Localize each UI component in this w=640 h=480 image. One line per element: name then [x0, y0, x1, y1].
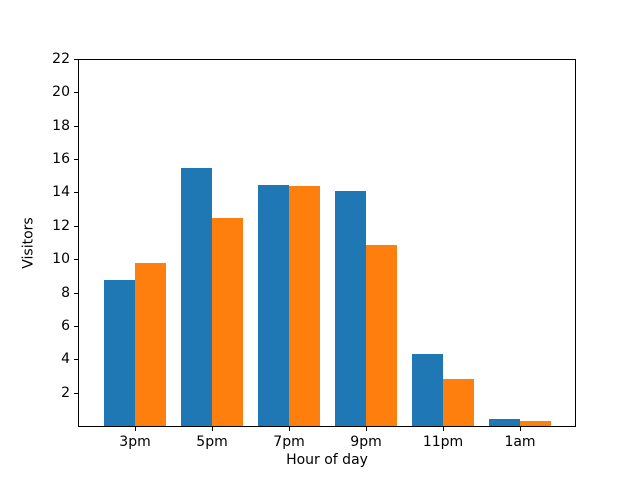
y-tick-mark [74, 259, 78, 261]
bar-blue-1am [489, 419, 520, 426]
bar-blue-11pm [412, 354, 443, 426]
y-tick-mark [74, 59, 78, 60]
y-tick-label: 12 [52, 217, 70, 234]
y-tick-mark [74, 192, 78, 194]
x-tick-mark [135, 427, 136, 431]
bar-blue-5pm [181, 168, 212, 426]
bar-orange-9pm [366, 245, 397, 426]
bar-blue-9pm [335, 191, 366, 426]
y-tick-mark [74, 325, 78, 327]
y-tick-mark [74, 225, 78, 227]
x-tick-label: 7pm [273, 434, 305, 450]
y-tick-label: 14 [52, 184, 70, 201]
y-tick-label: 22 [52, 51, 70, 67]
bar-orange-3pm [135, 263, 166, 426]
bar-orange-5pm [212, 218, 243, 426]
y-tick-label: 10 [52, 251, 70, 268]
x-tick-label: 9pm [350, 434, 382, 450]
y-tick-label: 2 [61, 384, 70, 401]
x-tick-label: 5pm [196, 434, 228, 450]
x-tick-mark [212, 427, 213, 431]
y-tick-mark [74, 125, 78, 127]
y-tick-label: 4 [61, 351, 70, 368]
x-tick-mark [289, 427, 290, 431]
bar-orange-1am [520, 421, 551, 426]
plot-area [78, 59, 576, 427]
y-tick-mark [74, 392, 78, 394]
y-tick-label: 16 [52, 151, 70, 168]
x-tick-mark [366, 427, 367, 431]
bar-blue-3pm [104, 280, 135, 426]
x-tick-label: 1am [504, 434, 536, 450]
bar-orange-11pm [443, 379, 474, 426]
y-tick-mark [74, 292, 78, 294]
x-tick-mark [520, 427, 521, 431]
y-tick-label: 6 [61, 317, 70, 334]
x-tick-label: 11pm [422, 434, 464, 450]
bar-orange-7pm [289, 186, 320, 426]
y-tick-label: 8 [61, 284, 70, 301]
x-tick-mark [443, 427, 444, 431]
y-tick-label: 20 [52, 84, 70, 101]
y-tick-label: 18 [52, 117, 70, 134]
bar-blue-7pm [258, 185, 289, 426]
y-axis-label: Visitors [20, 217, 37, 269]
x-axis-label: Hour of day [286, 452, 368, 468]
y-tick-mark [74, 159, 78, 161]
y-tick-mark [74, 359, 78, 361]
y-tick-mark [74, 92, 78, 94]
x-tick-label: 3pm [119, 434, 151, 450]
